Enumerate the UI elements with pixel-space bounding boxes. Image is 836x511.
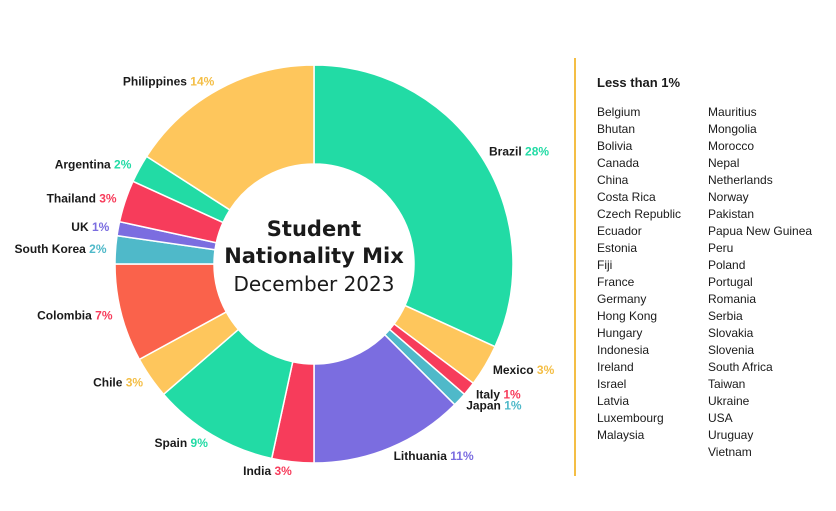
label-uk: UK 1% <box>71 220 109 234</box>
country-item: Bhutan <box>597 122 636 136</box>
country-item: Vietnam <box>708 445 752 459</box>
country-item: Romania <box>708 292 757 306</box>
country-item: Czech Republic <box>597 207 682 221</box>
less-than-list-1: Belgium Bhutan Bolivia Canada China Costa Ric… <box>597 104 681 444</box>
country-item: Ukraine <box>708 394 750 408</box>
chart-title-line2: Nationality Mix <box>224 244 404 268</box>
country-item: Costa Rica <box>597 190 656 204</box>
label-chile: Chile 3% <box>93 376 143 390</box>
country-item: USA <box>708 411 733 425</box>
country-item: France <box>597 275 635 289</box>
label-argentina: Argentina 2% <box>55 157 132 171</box>
label-mexico: Mexico 3% <box>493 363 555 377</box>
country-item: Mongolia <box>708 122 757 136</box>
country-item: Luxembourg <box>597 411 664 425</box>
country-item: Pakistan <box>708 207 755 221</box>
country-item: Estonia <box>597 241 638 255</box>
country-item: Uruguay <box>708 428 754 442</box>
country-item: Fiji <box>597 258 613 272</box>
country-item: Latvia <box>597 394 630 408</box>
country-item: Indonesia <box>597 343 650 357</box>
label-spain: Spain 9% <box>155 436 209 450</box>
country-item: Ecuador <box>597 224 642 238</box>
legend-divider <box>574 58 576 476</box>
country-item: Netherlands <box>708 173 773 187</box>
label-italy: Italy 1% <box>476 388 521 402</box>
country-item: Mauritius <box>708 105 757 119</box>
less-than-list-2: Mauritius Mongolia Morocco Nepal Netherlands… <box>708 104 812 461</box>
country-item: China <box>597 173 629 187</box>
label-thailand: Thailand 3% <box>47 191 117 205</box>
country-item: Portugal <box>708 275 753 289</box>
country-item: South Africa <box>708 360 773 374</box>
country-item: Nepal <box>708 156 740 170</box>
country-item: Slovakia <box>708 326 754 340</box>
label-south-korea: South Korea 2% <box>14 242 106 256</box>
country-item: Serbia <box>708 309 743 323</box>
label-philippines: Philippines 14% <box>123 74 215 88</box>
label-japan: Japan 1% <box>466 399 522 413</box>
country-item: Malaysia <box>597 428 645 442</box>
country-item: Hong Kong <box>597 309 658 323</box>
chart-title: Student <box>267 217 361 241</box>
country-item: Germany <box>597 292 647 306</box>
country-item: Israel <box>597 377 627 391</box>
country-item: Morocco <box>708 139 755 153</box>
country-item: Ireland <box>597 360 634 374</box>
country-item: Poland <box>708 258 746 272</box>
country-item: Papua New Guinea <box>708 224 813 238</box>
country-item: Norway <box>708 190 749 204</box>
country-item: Slovenia <box>708 343 755 357</box>
country-item: Bolivia <box>597 139 633 153</box>
country-item: Taiwan <box>708 377 746 391</box>
country-item: Peru <box>708 241 734 255</box>
country-item: Belgium <box>597 105 641 119</box>
label-lithuania: Lithuania 11% <box>394 449 474 463</box>
label-india: India 3% <box>243 464 292 478</box>
country-item: Hungary <box>597 326 643 340</box>
chart-subtitle: December 2023 <box>234 272 395 296</box>
donut-chart: Brazil 28% Mexico 3% Italy 1%Japan 1% Lithu… <box>14 64 555 478</box>
label-colombia: Colombia 7% <box>37 308 113 322</box>
less-than-title: Less than 1% <box>597 75 681 90</box>
slice-philippines <box>145 64 315 211</box>
country-item: Canada <box>597 156 640 170</box>
label-brazil: Brazil 28% <box>489 145 549 159</box>
slice-brazil <box>313 64 514 348</box>
